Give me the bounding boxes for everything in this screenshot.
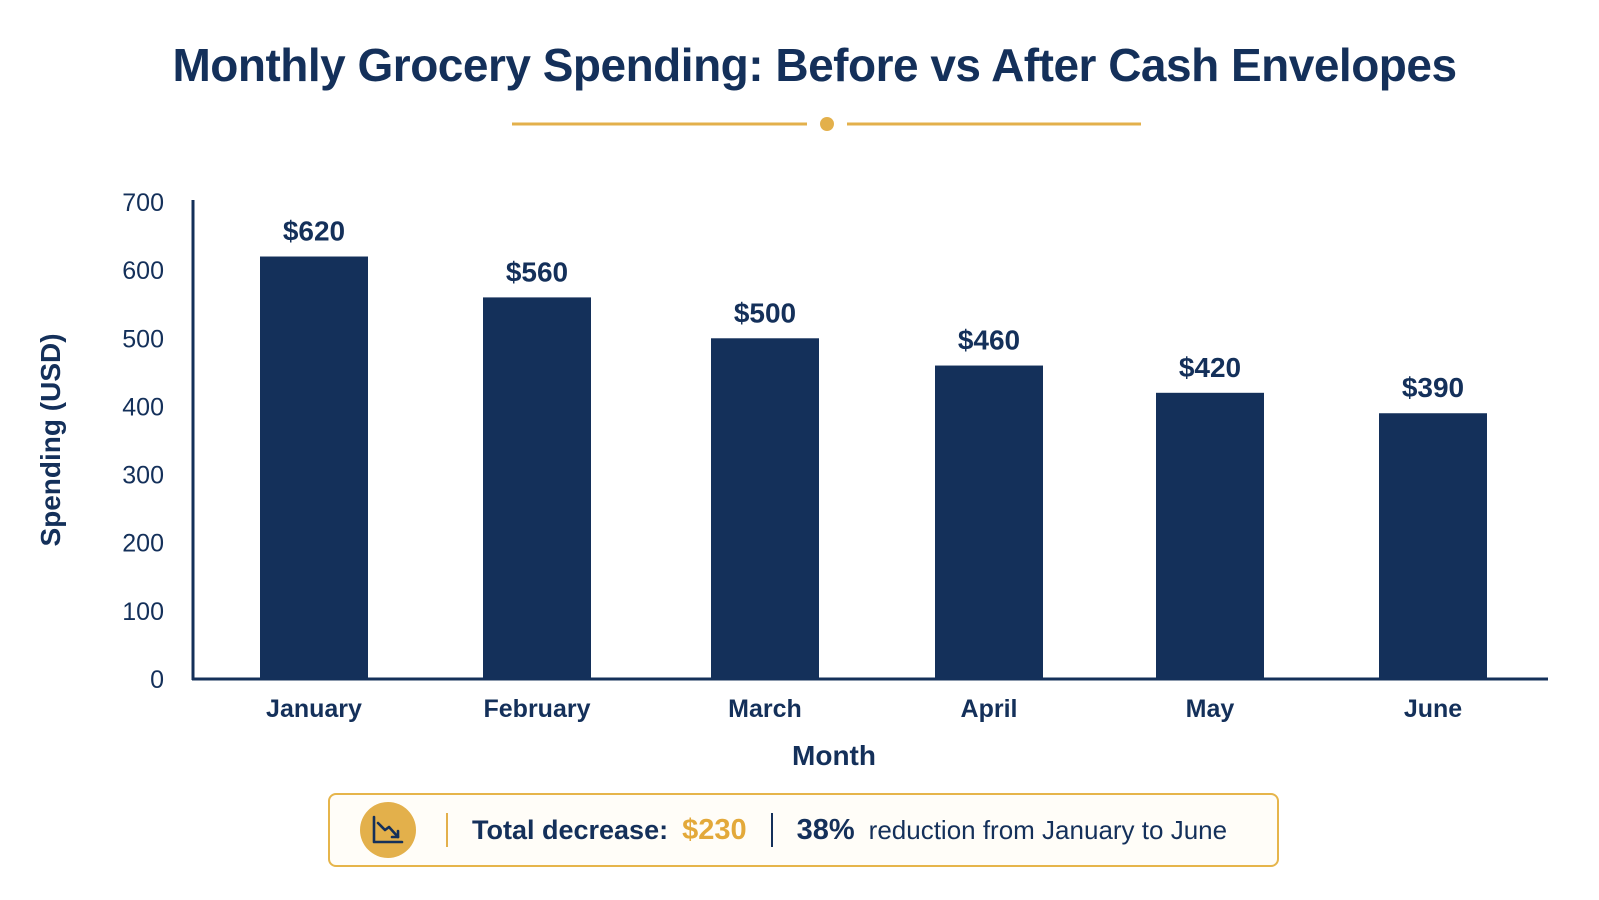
- x-tick-label: April: [961, 695, 1018, 723]
- data-label: $420: [1179, 352, 1241, 383]
- trend-down-icon: [360, 802, 416, 858]
- bar-may: [1156, 392, 1264, 679]
- y-axis-title: Spending (USD): [35, 333, 66, 546]
- data-label: $500: [734, 297, 796, 328]
- bar-june: [1379, 413, 1487, 679]
- bar-january: [260, 256, 368, 679]
- bar-april: [935, 365, 1043, 679]
- title-divider: [512, 117, 1141, 131]
- x-tick-label: February: [484, 695, 591, 723]
- x-tick-label: March: [728, 695, 802, 723]
- data-label: $620: [283, 216, 345, 247]
- x-axis-title: Month: [792, 740, 876, 771]
- chart-title: Monthly Grocery Spending: Before vs Afte…: [172, 39, 1457, 91]
- summary-box: Total decrease: $230 38% reduction from …: [328, 793, 1279, 867]
- data-label: $460: [958, 325, 1020, 356]
- y-tick-label: 0: [150, 666, 164, 694]
- data-label: $390: [1402, 372, 1464, 403]
- y-tick-label: 600: [122, 257, 164, 285]
- summary-label: Total decrease:: [472, 814, 669, 845]
- x-tick-label: June: [1404, 695, 1462, 723]
- y-tick-label: 400: [122, 393, 164, 421]
- summary-separator: [446, 813, 448, 847]
- summary-percent: 38%: [796, 813, 855, 846]
- summary-separator: [770, 813, 773, 847]
- summary-text: reduction from January to June: [868, 814, 1228, 845]
- bar-march: [711, 338, 819, 679]
- y-tick-label: 700: [122, 189, 164, 217]
- y-tick-label: 100: [122, 598, 164, 626]
- y-tick-label: 300: [122, 462, 164, 490]
- summary-amount: $230: [682, 813, 747, 846]
- y-tick-label: 500: [122, 325, 164, 353]
- y-tick-label: 200: [122, 530, 164, 558]
- bar-february: [483, 297, 591, 679]
- x-tick-label: January: [266, 695, 362, 723]
- x-tick-label: May: [1186, 695, 1235, 723]
- data-label: $560: [506, 256, 568, 287]
